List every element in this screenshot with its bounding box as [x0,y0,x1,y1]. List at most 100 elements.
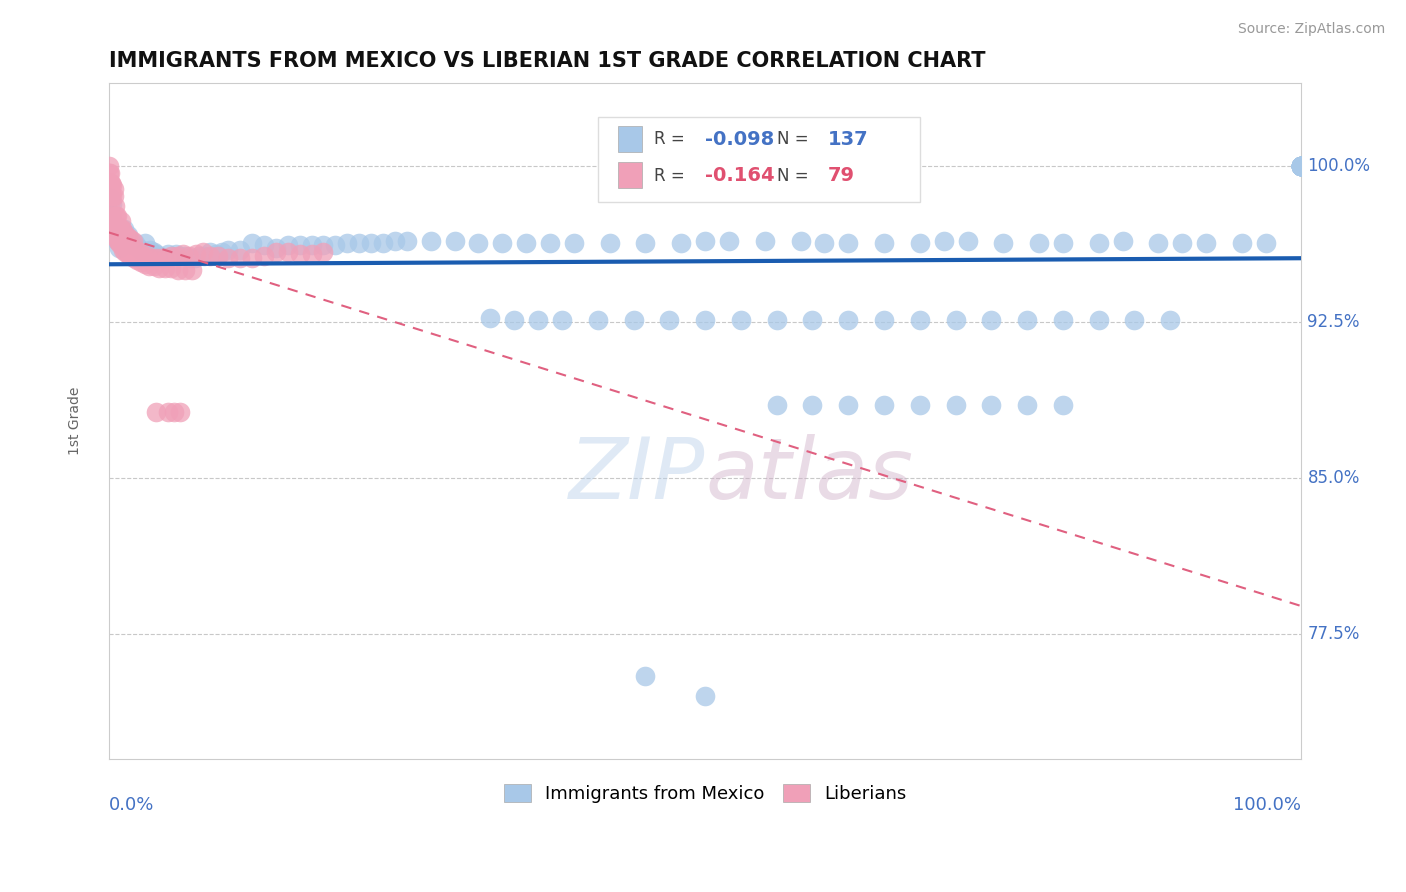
Point [135,249,157,263]
Point [1291,160,1313,174]
Point [658,313,681,327]
Point [108,236,131,251]
Point [104,228,127,243]
Point [100,211,122,226]
Point [1087,313,1109,327]
Point [150,251,173,265]
Bar [619,126,643,152]
Point [908,236,931,251]
Point [128,240,150,254]
Point [143,259,166,273]
Point [166,249,188,263]
Point [527,313,550,327]
Point [384,235,406,249]
Point [181,263,204,277]
Bar [619,162,643,188]
Point [765,399,787,413]
Point [104,222,127,236]
Point [145,405,167,419]
Point [121,235,143,249]
Text: 137: 137 [828,130,869,149]
Point [1291,160,1313,174]
Point [112,222,135,236]
Point [103,218,125,232]
Point [136,244,159,259]
Point [120,232,142,246]
Point [419,235,441,249]
Point [152,251,174,265]
Point [98,191,121,205]
Point [98,176,121,190]
Point [101,226,124,240]
Point [873,313,896,327]
Point [128,244,150,259]
Point [120,249,142,263]
Point [1291,160,1313,174]
Point [100,186,122,201]
Point [1291,160,1313,174]
Text: N =: N = [776,167,814,185]
Point [1291,160,1313,174]
Point [395,235,418,249]
Point [103,219,125,234]
Point [114,244,136,259]
Point [765,313,787,327]
Point [172,246,194,260]
Point [98,166,121,180]
Point [97,182,120,196]
Point [149,249,172,263]
Point [693,313,716,327]
Point [112,243,135,257]
Point [264,240,287,254]
Point [101,216,124,230]
Point [538,236,561,251]
Point [515,236,537,251]
Point [207,249,229,263]
Point [277,238,299,252]
Point [1195,236,1218,251]
Point [177,249,200,263]
Point [110,222,132,236]
Point [217,251,239,265]
Point [336,236,359,251]
Point [1028,236,1050,251]
Point [217,243,239,257]
Point [100,176,122,190]
Point [110,238,132,252]
Text: R =: R = [654,167,690,185]
Point [129,243,152,257]
Point [491,236,513,251]
Point [132,249,155,263]
Point [347,236,370,251]
Point [945,313,967,327]
Point [1159,313,1181,327]
Point [101,197,124,211]
Point [301,246,323,260]
Point [1111,235,1133,249]
Point [1052,236,1074,251]
Text: ZIP: ZIP [569,434,704,516]
Point [1291,160,1313,174]
Point [97,160,120,174]
Text: -0.098: -0.098 [704,130,775,149]
Point [693,235,716,249]
Point [198,244,221,259]
Point [103,188,125,202]
Point [586,313,609,327]
Point [277,244,299,259]
Point [932,235,955,249]
Point [211,244,233,259]
Text: 100.0%: 100.0% [1233,796,1302,814]
Point [360,236,382,251]
Point [908,313,931,327]
Legend: Immigrants from Mexico, Liberians: Immigrants from Mexico, Liberians [496,777,914,811]
Point [371,236,394,251]
Point [145,246,167,260]
Point [801,399,824,413]
Point [112,235,135,249]
Point [229,251,252,265]
Point [143,244,166,259]
Point [169,249,191,263]
Point [443,235,465,249]
Point [264,244,287,259]
